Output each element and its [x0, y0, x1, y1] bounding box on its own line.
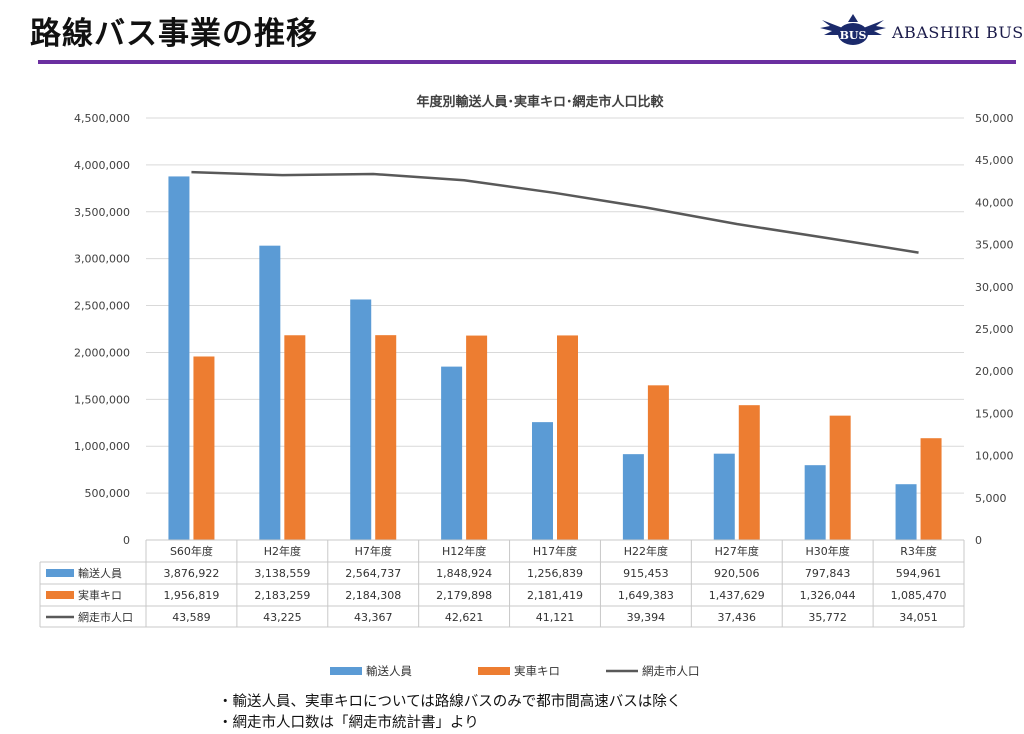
- footnote-1: ・輸送人員、実車キロについては路線バスのみで都市間高速バスは除く: [218, 692, 681, 713]
- x-tick-label: H17年度: [533, 544, 577, 558]
- bar-2: [557, 335, 578, 540]
- table-cell: 43,589: [172, 611, 211, 624]
- table-cell: 1,848,924: [436, 567, 492, 580]
- bar-1: [168, 176, 189, 540]
- bar-2: [375, 335, 396, 540]
- y-tick-label: 2,500,000: [74, 300, 130, 313]
- table-cell: 1,437,629: [709, 589, 765, 602]
- y2-tick-label: 40,000: [975, 196, 1014, 209]
- x-tick-label: R3年度: [900, 544, 937, 558]
- y2-tick-label: 30,000: [975, 281, 1014, 294]
- x-tick-label: H22年度: [624, 544, 668, 558]
- chart-title: 年度別輸送人員･実車キロ･網走市人口比較: [416, 94, 664, 110]
- table-cell: 2,184,308: [345, 589, 401, 602]
- x-tick-label: H30年度: [806, 544, 850, 558]
- table-cell: 2,181,419: [527, 589, 583, 602]
- legend-swatch: [478, 667, 510, 675]
- y-tick-label: 2,000,000: [74, 346, 130, 359]
- table-cell: 594,961: [896, 567, 942, 580]
- legend-label: 網走市人口: [642, 664, 700, 678]
- table-cell: 1,649,383: [618, 589, 674, 602]
- y-tick-label: 500,000: [85, 487, 131, 500]
- bar-2: [193, 356, 214, 540]
- x-tick-label: S60年度: [170, 544, 213, 558]
- y2-tick-label: 5,000: [975, 492, 1007, 505]
- table-cell: 41,121: [536, 611, 575, 624]
- y2-tick-label: 20,000: [975, 365, 1014, 378]
- bar-2: [739, 405, 760, 540]
- bar-1: [714, 454, 735, 540]
- table-cell: 2,179,898: [436, 589, 492, 602]
- bar-1: [441, 367, 462, 540]
- y2-tick-label: 0: [975, 534, 982, 547]
- y2-tick-label: 35,000: [975, 239, 1014, 252]
- x-tick-label: H7年度: [355, 544, 392, 558]
- x-tick-label: H27年度: [715, 544, 759, 558]
- legend-swatch: [330, 667, 362, 675]
- bar-1: [350, 299, 371, 540]
- bar-2: [466, 336, 487, 540]
- table-cell: 42,621: [445, 611, 484, 624]
- table-cell: 35,772: [808, 611, 847, 624]
- table-cell: 39,394: [627, 611, 666, 624]
- bar-1: [532, 422, 553, 540]
- table-cell: 920,506: [714, 567, 760, 580]
- y-tick-label: 1,000,000: [74, 440, 130, 453]
- y2-tick-label: 25,000: [975, 323, 1014, 336]
- y-tick-label: 3,500,000: [74, 206, 130, 219]
- population-line: [191, 172, 918, 253]
- table-series-name: 網走市人口: [78, 610, 133, 624]
- table-cell: 1,326,044: [800, 589, 856, 602]
- table-cell: 2,183,259: [254, 589, 310, 602]
- table-legend-key: [46, 591, 74, 599]
- table-series-name: 輸送人員: [78, 566, 122, 580]
- footnote-2: ・網走市人口数は「網走市統計書」より: [218, 713, 681, 734]
- x-tick-label: H2年度: [264, 544, 301, 558]
- table-cell: 1,085,470: [891, 589, 947, 602]
- bar-1: [805, 465, 826, 540]
- bar-1: [896, 484, 917, 540]
- table-cell: 3,138,559: [254, 567, 310, 580]
- y2-tick-label: 50,000: [975, 112, 1014, 125]
- bar-1: [259, 246, 280, 540]
- table-legend-key: [46, 569, 74, 577]
- table-cell: 3,876,922: [163, 567, 219, 580]
- y-tick-label: 4,000,000: [74, 159, 130, 172]
- table-cell: 43,225: [263, 611, 302, 624]
- table-cell: 797,843: [805, 567, 851, 580]
- table-series-name: 実車キロ: [78, 588, 122, 602]
- y2-tick-label: 15,000: [975, 407, 1014, 420]
- legend-label: 実車キロ: [514, 664, 560, 678]
- y-tick-label: 0: [123, 534, 130, 547]
- y2-tick-label: 45,000: [975, 154, 1014, 167]
- table-cell: 34,051: [899, 611, 938, 624]
- bar-2: [830, 416, 851, 540]
- y2-tick-label: 10,000: [975, 450, 1014, 463]
- table-cell: 1,256,839: [527, 567, 583, 580]
- y-tick-label: 3,000,000: [74, 253, 130, 266]
- y-tick-label: 4,500,000: [74, 112, 130, 125]
- footnotes: ・輸送人員、実車キロについては路線バスのみで都市間高速バスは除く ・網走市人口数…: [218, 692, 681, 734]
- bar-2: [284, 335, 305, 540]
- table-cell: 43,367: [354, 611, 393, 624]
- table-cell: 2,564,737: [345, 567, 401, 580]
- table-cell: 915,453: [623, 567, 669, 580]
- legend-label: 輸送人員: [366, 664, 412, 678]
- y-tick-label: 1,500,000: [74, 393, 130, 406]
- table-cell: 1,956,819: [163, 589, 219, 602]
- bar-2: [648, 385, 669, 540]
- table-cell: 37,436: [718, 611, 757, 624]
- bar-1: [623, 454, 644, 540]
- x-tick-label: H12年度: [442, 544, 486, 558]
- bar-2: [921, 438, 942, 540]
